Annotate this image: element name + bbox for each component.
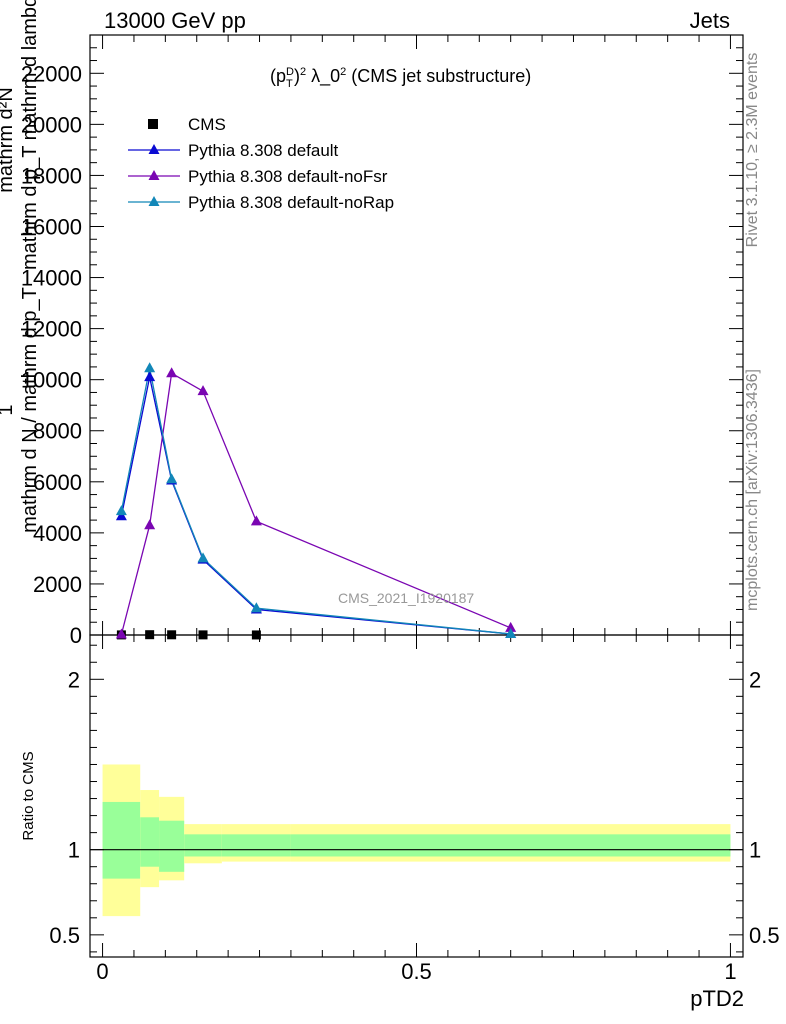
- series-1-point: [115, 510, 127, 521]
- ytick-label: 0: [70, 623, 82, 648]
- xtick-label: 1: [724, 959, 736, 984]
- series-2-point: [166, 367, 178, 378]
- legend: CMS Pythia 8.308 default Pythia 8.308 defa…: [128, 115, 394, 212]
- ratio-ytick-label: 0.5: [49, 923, 80, 948]
- header-right: Jets: [689, 8, 730, 33]
- series-3-point: [505, 627, 517, 638]
- green-band-0: [102, 801, 141, 879]
- green-band-3: [184, 834, 222, 857]
- watermark: CMS_2021_I1920187: [338, 590, 475, 606]
- ytick-label: 4000: [33, 521, 82, 546]
- x-axis-label: pTD2: [690, 986, 744, 1011]
- ratio-ytick-label-right: 0.5: [749, 923, 780, 948]
- legend-marker: [148, 170, 160, 180]
- legend-marker: [148, 196, 160, 206]
- series-markers: [115, 362, 517, 640]
- legend-marker: [148, 144, 160, 154]
- cms-data-point: [145, 630, 155, 640]
- green-band-4: [221, 834, 291, 857]
- series-3-point: [144, 362, 156, 373]
- green-band-2: [159, 820, 185, 872]
- y-axis-label-top: mathrm d²N mathrm d p_T mathrm d lambda: [0, 0, 42, 270]
- cms-data-point: [251, 630, 261, 640]
- ytick-label: 10000: [21, 368, 82, 393]
- series-3-point: [250, 602, 262, 613]
- legend-marker-cms: [148, 119, 158, 129]
- ytick-label: 20000: [21, 112, 82, 137]
- green-band-1: [140, 817, 160, 867]
- series-2-point: [197, 385, 209, 396]
- ratio-ytick-label-right: 2: [749, 667, 761, 692]
- ratio-ytick-label-right: 1: [749, 838, 761, 863]
- series-2-point: [250, 515, 262, 526]
- ytick-label: 12000: [21, 317, 82, 342]
- ytick-label: 22000: [21, 61, 82, 86]
- cms-data-point: [167, 630, 177, 640]
- cms-data-point: [198, 630, 208, 640]
- ytick-label: 18000: [21, 163, 82, 188]
- ytick-label: 14000: [21, 266, 82, 291]
- rivet-label: Rivet 3.1.10, ≥ 2.3M events: [744, 52, 761, 248]
- ytick-label: 6000: [33, 470, 82, 495]
- green-band-5: [290, 834, 731, 857]
- y-axis-label-bottom: 1 mathrm d N / mathrm d p_T: [0, 260, 42, 560]
- xtick-label: 0.5: [401, 959, 432, 984]
- series-3-point: [197, 552, 209, 563]
- ratio-frame: [89, 634, 744, 958]
- series-2-point: [144, 519, 156, 530]
- chart-title: (pD T)2 λ_02 (CMS jet substructure): [270, 66, 532, 90]
- header-left: 13000 GeV pp: [104, 8, 246, 33]
- y-axis-label-line-4: mathrm d N / mathrm d p_T: [19, 287, 41, 533]
- y-axis-label-line-1: mathrm d²N: [0, 87, 17, 193]
- series-2-point: [115, 628, 127, 639]
- series-lines: [120, 368, 511, 635]
- ytick-label: 8000: [33, 419, 82, 444]
- series-3-point: [166, 473, 178, 484]
- xtick-label: 0: [96, 959, 108, 984]
- ratio-ytick-label: 1: [68, 838, 80, 863]
- mcplots-label: mcplots.cern.ch [arXiv:1306.3436]: [744, 369, 761, 611]
- y-axis-label-line-3: 1: [0, 260, 18, 560]
- legend-label: Pythia 8.308 default: [188, 141, 339, 160]
- series-1-point: [144, 371, 156, 382]
- ytick-label: 2000: [33, 572, 82, 597]
- ytick-label: 16000: [21, 214, 82, 239]
- y-axis-label-line-2: mathrm d p_T mathrm d lambda: [19, 0, 41, 270]
- series-3-point: [115, 505, 127, 516]
- ratio-ytick-label: 2: [68, 667, 80, 692]
- series-line-2: [120, 372, 511, 635]
- series-line-3: [120, 368, 511, 635]
- series-2-point: [505, 621, 517, 632]
- ratio-y-label: Ratio to CMS: [20, 751, 37, 841]
- ratio-bands: [90, 764, 743, 917]
- legend-label: Pythia 8.308 default-noFsr: [188, 167, 388, 186]
- legend-label: Pythia 8.308 default-noRap: [188, 193, 394, 212]
- legend-label: CMS: [188, 115, 226, 134]
